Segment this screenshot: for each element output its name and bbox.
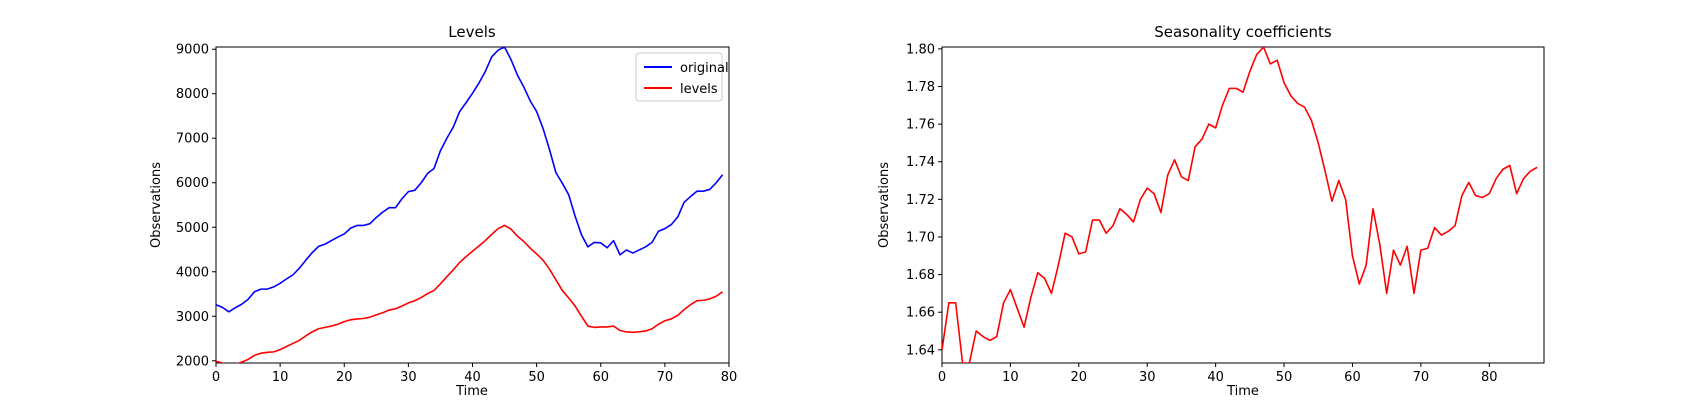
x-tick-label: 40: [1207, 370, 1224, 385]
y-tick-label: 7000: [176, 132, 209, 147]
x-tick-label: 80: [721, 370, 738, 385]
chart-title: Seasonality coefficients: [1154, 23, 1332, 41]
x-tick-label: 50: [528, 370, 545, 385]
y-tick-label: 3000: [176, 310, 209, 325]
x-tick-label: 10: [1002, 370, 1019, 385]
legend-label-levels: levels: [680, 82, 718, 97]
y-tick-label: 8000: [176, 87, 209, 102]
y-tick-label: 1.80: [906, 42, 935, 57]
legend: original levels: [635, 52, 729, 102]
legend-label-original: original: [680, 61, 729, 76]
x-tick-label: 50: [1276, 370, 1293, 385]
y-tick-label: 4000: [176, 265, 209, 280]
y-axis: 2000 3000 4000 5000 6000 7000 8000 9000: [176, 43, 216, 369]
y-axis: 1.64 1.66 1.68 1.70 1.72 1.74 1.76 1.78 1.80: [906, 42, 942, 358]
y-axis-label: Observations: [877, 162, 892, 248]
x-axis-label: Time: [455, 384, 488, 399]
y-tick-label: 1.64: [906, 343, 935, 358]
x-tick-label: 60: [1344, 370, 1361, 385]
series-line-original: [216, 47, 724, 313]
y-axis-label: Observations: [149, 162, 164, 248]
x-tick-label: 30: [400, 370, 417, 385]
x-tick-label: 0: [938, 370, 946, 385]
y-tick-label: 5000: [176, 221, 209, 236]
x-tick-label: 20: [1071, 370, 1088, 385]
y-tick-label: 1.66: [906, 306, 935, 321]
x-tick-label: 0: [212, 370, 220, 385]
seasonality-panel: Seasonality coefficients 0 10 20 30 40 50 60 70…: [877, 23, 1545, 399]
plot-frame: [941, 46, 1545, 364]
x-tick-label: 60: [592, 370, 609, 385]
y-tick-label: 1.74: [906, 155, 935, 170]
x-axis-label: Time: [1226, 384, 1259, 399]
x-axis: 0 10 20 30 40 50 60 70 80: [938, 363, 1498, 385]
y-tick-label: 9000: [176, 43, 209, 58]
y-tick-label: 1.70: [906, 230, 935, 245]
y-tick-label: 1.76: [906, 118, 935, 133]
y-tick-label: 1.68: [906, 268, 935, 283]
chart-title: Levels: [448, 23, 496, 41]
x-tick-label: 20: [336, 370, 353, 385]
x-tick-label: 80: [1481, 370, 1498, 385]
series-line-levels: [216, 224, 724, 363]
x-tick-label: 70: [657, 370, 674, 385]
y-tick-label: 1.78: [906, 80, 935, 95]
series-line-0: [942, 47, 1538, 363]
x-tick-label: 70: [1413, 370, 1430, 385]
y-tick-label: 2000: [176, 354, 209, 369]
x-tick-label: 10: [272, 370, 289, 385]
x-tick-label: 40: [464, 370, 481, 385]
levels-panel: Levels 0 10 20 30 40 50 60 70 80 2000 3000 4000 500…: [149, 23, 737, 399]
plot-area: [216, 47, 724, 363]
y-tick-label: 1.72: [906, 193, 935, 208]
x-tick-label: 30: [1139, 370, 1156, 385]
x-axis: 0 10 20 30 40 50 60 70 80: [212, 363, 737, 385]
y-tick-label: 6000: [176, 176, 209, 191]
plot-area: [942, 47, 1538, 363]
